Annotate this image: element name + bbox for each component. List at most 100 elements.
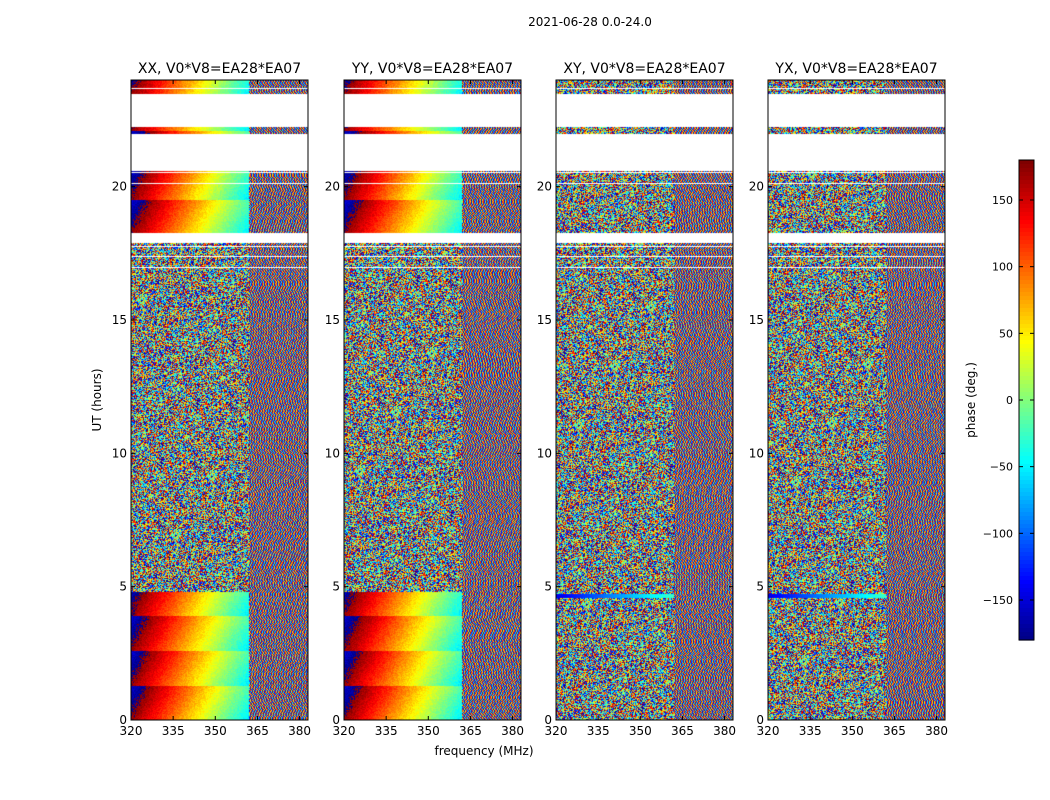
x-tick-label: 350 — [841, 724, 864, 738]
colorbar-segment — [1019, 416, 1034, 421]
colorbar-segment — [1019, 576, 1034, 581]
x-tick-label: 335 — [375, 724, 398, 738]
colorbar-segment — [1019, 208, 1034, 213]
x-tick-label: 365 — [246, 724, 269, 738]
colorbar-segment — [1019, 564, 1034, 569]
colorbar-segment — [1019, 408, 1034, 413]
colorbar-segment — [1019, 304, 1034, 309]
x-tick-label: 335 — [162, 724, 185, 738]
colorbar-segment — [1019, 584, 1034, 589]
colorbar-segment — [1019, 264, 1034, 269]
colorbar-segment — [1019, 216, 1034, 221]
colorbar-tick-label: 50 — [999, 327, 1013, 340]
colorbar-segment — [1019, 612, 1034, 617]
panel-title: XX, V0*V8=EA28*EA07 — [138, 61, 301, 77]
x-tick-label: 320 — [757, 724, 780, 738]
colorbar-segment — [1019, 192, 1034, 197]
colorbar-segment — [1019, 212, 1034, 217]
heatmap-image — [344, 80, 521, 720]
x-tick-label: 365 — [883, 724, 906, 738]
y-tick-label: 5 — [756, 580, 764, 594]
x-tick-label: 350 — [204, 724, 227, 738]
colorbar-segment — [1019, 308, 1034, 313]
heatmap-image — [768, 80, 945, 720]
colorbar: 150 100 50 0 −50 −100 −150 — [983, 159, 1035, 641]
y-tick-label: 15 — [537, 313, 552, 327]
colorbar-segment — [1019, 244, 1034, 249]
y-tick-label: 20 — [112, 180, 127, 194]
colorbar-segment — [1019, 376, 1034, 381]
colorbar-segment — [1019, 508, 1034, 513]
y-tick-label: 15 — [325, 313, 340, 327]
axes-frame — [555, 79, 734, 721]
colorbar-segment — [1019, 628, 1034, 633]
y-tick-label: 0 — [119, 713, 127, 727]
colorbar-segment — [1019, 272, 1034, 277]
y-tick-label: 10 — [537, 446, 552, 460]
colorbar-segment — [1019, 516, 1034, 521]
colorbar-segment — [1019, 532, 1034, 537]
colorbar-tick-label: 0 — [1006, 394, 1013, 407]
colorbar-segment — [1019, 464, 1034, 469]
colorbar-segment — [1019, 276, 1034, 281]
colorbar-segment — [1019, 320, 1034, 325]
colorbar-segment — [1019, 248, 1034, 253]
colorbar-segment — [1019, 324, 1034, 329]
colorbar-segment — [1019, 260, 1034, 265]
colorbar-segment — [1019, 172, 1034, 177]
colorbar-segment — [1019, 540, 1034, 545]
colorbar-segment — [1019, 488, 1034, 493]
y-tick-label: 10 — [325, 446, 340, 460]
colorbar-segment — [1019, 492, 1034, 497]
colorbar-segment — [1019, 528, 1034, 533]
colorbar-tick-label: −100 — [983, 527, 1013, 540]
colorbar-segment — [1019, 484, 1034, 489]
colorbar-segment — [1019, 256, 1034, 261]
colorbar-segment — [1019, 468, 1034, 473]
colorbar-segment — [1019, 160, 1034, 165]
colorbar-segment — [1019, 524, 1034, 529]
colorbar-segment — [1019, 536, 1034, 541]
colorbar-segment — [1019, 364, 1034, 369]
y-tick-label: 15 — [112, 313, 127, 327]
colorbar-segment — [1019, 568, 1034, 573]
colorbar-segment — [1019, 164, 1034, 169]
colorbar-segment — [1019, 456, 1034, 461]
x-tick-label: 320 — [333, 724, 356, 738]
colorbar-segment — [1019, 344, 1034, 349]
colorbar-segment — [1019, 560, 1034, 565]
colorbar-segment — [1019, 348, 1034, 353]
colorbar-segment — [1019, 596, 1034, 601]
colorbar-segment — [1019, 380, 1034, 385]
colorbar-tick-label: 150 — [992, 194, 1013, 207]
y-tick-label: 0 — [756, 713, 764, 727]
heatmap-image — [556, 80, 733, 720]
colorbar-segment — [1019, 232, 1034, 237]
colorbar-segment — [1019, 460, 1034, 465]
colorbar-segment — [1019, 220, 1034, 225]
y-tick-label: 20 — [749, 180, 764, 194]
panels: XX, V0*V8=EA28*EA07 320 335 350 365 380 0 5 10 15… — [112, 61, 948, 738]
x-tick-label: 335 — [799, 724, 822, 738]
colorbar-segment — [1019, 500, 1034, 505]
colorbar-segment — [1019, 616, 1034, 621]
colorbar-segment — [1019, 428, 1034, 433]
colorbar-tick-label: −150 — [983, 594, 1013, 607]
panel-1: YY, V0*V8=EA28*EA07 320 335 350 365 380 0 5 10 15… — [325, 61, 524, 738]
colorbar-segment — [1019, 548, 1034, 553]
y-tick-label: 5 — [544, 580, 552, 594]
colorbar-segment — [1019, 636, 1034, 641]
y-tick-label: 10 — [112, 446, 127, 460]
colorbar-segment — [1019, 336, 1034, 341]
colorbar-segment — [1019, 556, 1034, 561]
colorbar-segment — [1019, 580, 1034, 585]
colorbar-segment — [1019, 504, 1034, 509]
y-tick-label: 20 — [537, 180, 552, 194]
colorbar-segment — [1019, 228, 1034, 233]
colorbar-segment — [1019, 512, 1034, 517]
colorbar-segment — [1019, 280, 1034, 285]
colorbar-segment — [1019, 424, 1034, 429]
colorbar-segment — [1019, 496, 1034, 501]
colorbar-segment — [1019, 252, 1034, 257]
colorbar-segment — [1019, 620, 1034, 625]
